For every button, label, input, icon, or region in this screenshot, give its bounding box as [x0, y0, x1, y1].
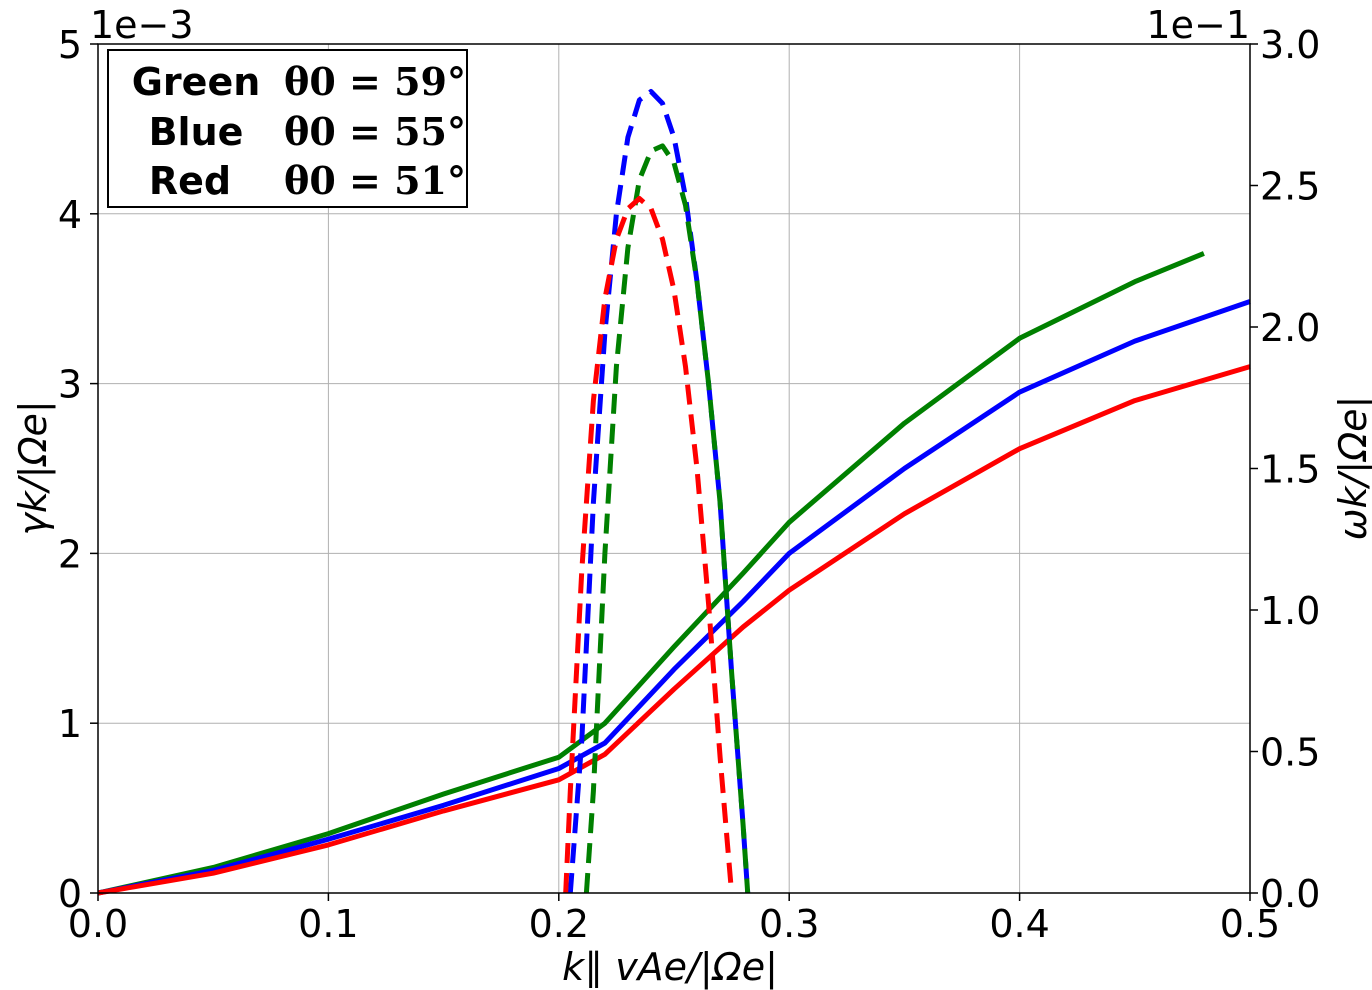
y-right-axis-label: ωk/|Ωe|	[1331, 396, 1372, 541]
y-right-multiplier: 1e−1	[1146, 3, 1250, 47]
series-line-blue-solid	[97, 299, 1251, 896]
y-left-tick-label: 1	[58, 702, 82, 746]
x-tick-label: 0.0	[68, 902, 128, 946]
series-line-blue-dashed	[567, 89, 751, 894]
series-line-red-dashed	[563, 196, 735, 894]
y-right-tick-label: 1.0	[1260, 589, 1320, 633]
y-left-tick-label: 4	[58, 193, 82, 237]
legend-formula-green: θ0 = 59°	[284, 59, 466, 104]
y-right-tick-label: 2.0	[1260, 306, 1320, 350]
y-right-tick-label: 3.0	[1260, 23, 1320, 67]
y-left-tick-label: 3	[58, 363, 82, 407]
legend-name-blue: Blue	[149, 110, 244, 154]
x-tick-label: 0.2	[529, 902, 589, 946]
y-left-multiplier: 1e−3	[90, 3, 194, 47]
y-left-tick-label: 2	[58, 532, 82, 576]
x-tick-label: 0.3	[759, 902, 819, 946]
ticks: 0.0 0.1 0.2 0.3 0.4 0.50123450.00.51.01.52.02…	[58, 23, 1321, 946]
y-right-tick-label: 2.5	[1260, 165, 1320, 209]
y-left-tick-label: 5	[58, 23, 82, 67]
legend-name-red: Red	[149, 159, 231, 203]
series-line-red-solid	[97, 364, 1251, 896]
legend-box	[107, 49, 468, 208]
x-tick-label: 0.1	[298, 902, 358, 946]
y-right-tick-label: 0.5	[1260, 731, 1320, 775]
y-left-axis-label: γk/|Ωe|	[11, 400, 56, 535]
series-layer	[97, 89, 1251, 896]
x-axis-label: k∥ vAe/|Ωe|	[562, 945, 778, 990]
series-line-green-dashed	[583, 143, 751, 894]
legend-formula-blue: θ0 = 55°	[284, 109, 466, 154]
x-tick-label: 0.4	[989, 902, 1049, 946]
legend-name-green: Green	[132, 60, 261, 104]
y-left-tick-label: 0	[58, 872, 82, 916]
series-line-green-solid	[97, 251, 1205, 896]
y-right-tick-label: 1.5	[1260, 448, 1320, 492]
legend-formula-red: θ0 = 51°	[284, 158, 466, 203]
y-right-tick-label: 0.0	[1260, 872, 1320, 916]
legend: Green θ0 = 59° Blue θ0 = 55° Red θ0 = 51…	[107, 49, 468, 208]
x-tick-label: 0.5	[1220, 902, 1280, 946]
